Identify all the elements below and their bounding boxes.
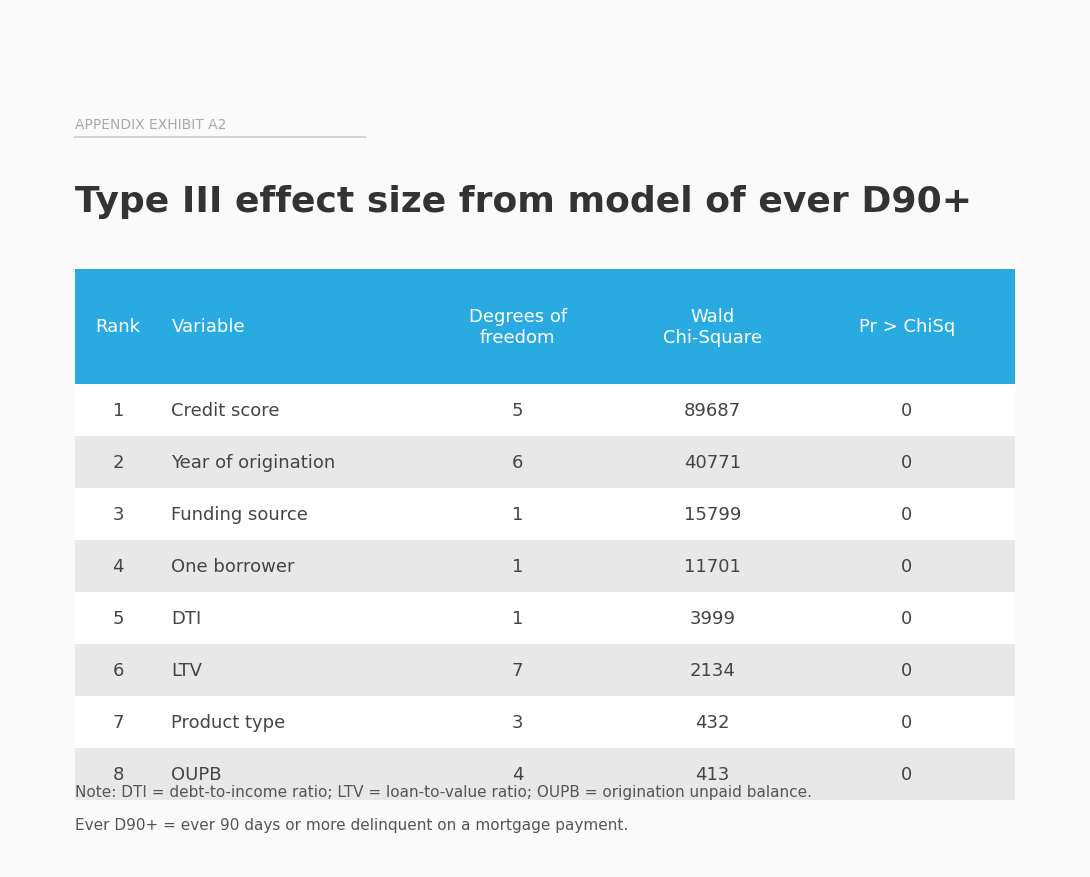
Text: Product type: Product type	[171, 713, 286, 731]
Text: One borrower: One borrower	[171, 558, 295, 575]
Text: 4: 4	[112, 558, 124, 575]
Bar	[75, 645, 1015, 696]
Text: 0: 0	[901, 402, 912, 419]
Text: Year of origination: Year of origination	[171, 453, 336, 472]
Text: 1: 1	[512, 505, 523, 524]
Bar	[75, 270, 1015, 384]
Text: 0: 0	[901, 661, 912, 679]
Text: 7: 7	[512, 661, 523, 679]
Text: 7: 7	[112, 713, 124, 731]
Text: 6: 6	[112, 661, 124, 679]
Text: 15799: 15799	[683, 505, 741, 524]
Text: 40771: 40771	[683, 453, 741, 472]
Text: Wald
Chi-Square: Wald Chi-Square	[663, 308, 762, 346]
Text: 2: 2	[112, 453, 124, 472]
Text: 3: 3	[512, 713, 523, 731]
Text: Credit score: Credit score	[171, 402, 280, 419]
Text: 1: 1	[512, 610, 523, 627]
Text: 3: 3	[112, 505, 124, 524]
Text: Rank: Rank	[96, 318, 141, 336]
Text: Type III effect size from model of ever D90+: Type III effect size from model of ever …	[75, 185, 972, 218]
Text: Note: DTI = debt-to-income ratio; LTV = loan-to-value ratio; OUPB = origination : Note: DTI = debt-to-income ratio; LTV = …	[75, 784, 812, 799]
Text: Ever D90+ = ever 90 days or more delinquent on a mortgage payment.: Ever D90+ = ever 90 days or more delinqu…	[75, 817, 628, 832]
Text: DTI: DTI	[171, 610, 202, 627]
Text: 3999: 3999	[689, 610, 736, 627]
Text: 5: 5	[512, 402, 523, 419]
Bar	[75, 384, 1015, 437]
Text: 1: 1	[112, 402, 124, 419]
Text: LTV: LTV	[171, 661, 203, 679]
Text: 0: 0	[901, 610, 912, 627]
Text: 0: 0	[901, 558, 912, 575]
Bar	[75, 748, 1015, 800]
Bar	[75, 696, 1015, 748]
Text: Pr > ChiSq: Pr > ChiSq	[859, 318, 955, 336]
Bar	[75, 437, 1015, 488]
Text: 6: 6	[512, 453, 523, 472]
Text: 413: 413	[695, 765, 729, 783]
Text: 8: 8	[112, 765, 124, 783]
Text: 1: 1	[512, 558, 523, 575]
Text: Degrees of
freedom: Degrees of freedom	[469, 308, 567, 346]
Text: 0: 0	[901, 505, 912, 524]
Bar	[75, 592, 1015, 645]
Text: 11701: 11701	[683, 558, 741, 575]
Text: Variable: Variable	[171, 318, 245, 336]
Text: OUPB: OUPB	[171, 765, 222, 783]
Text: APPENDIX EXHIBIT A2: APPENDIX EXHIBIT A2	[75, 118, 227, 132]
Text: 5: 5	[112, 610, 124, 627]
Bar	[75, 488, 1015, 540]
Text: 0: 0	[901, 453, 912, 472]
Text: 2134: 2134	[689, 661, 736, 679]
Text: 4: 4	[512, 765, 523, 783]
Text: 0: 0	[901, 765, 912, 783]
Text: Funding source: Funding source	[171, 505, 308, 524]
Text: 89687: 89687	[683, 402, 741, 419]
Text: 432: 432	[695, 713, 729, 731]
Text: 0: 0	[901, 713, 912, 731]
Bar	[75, 540, 1015, 592]
